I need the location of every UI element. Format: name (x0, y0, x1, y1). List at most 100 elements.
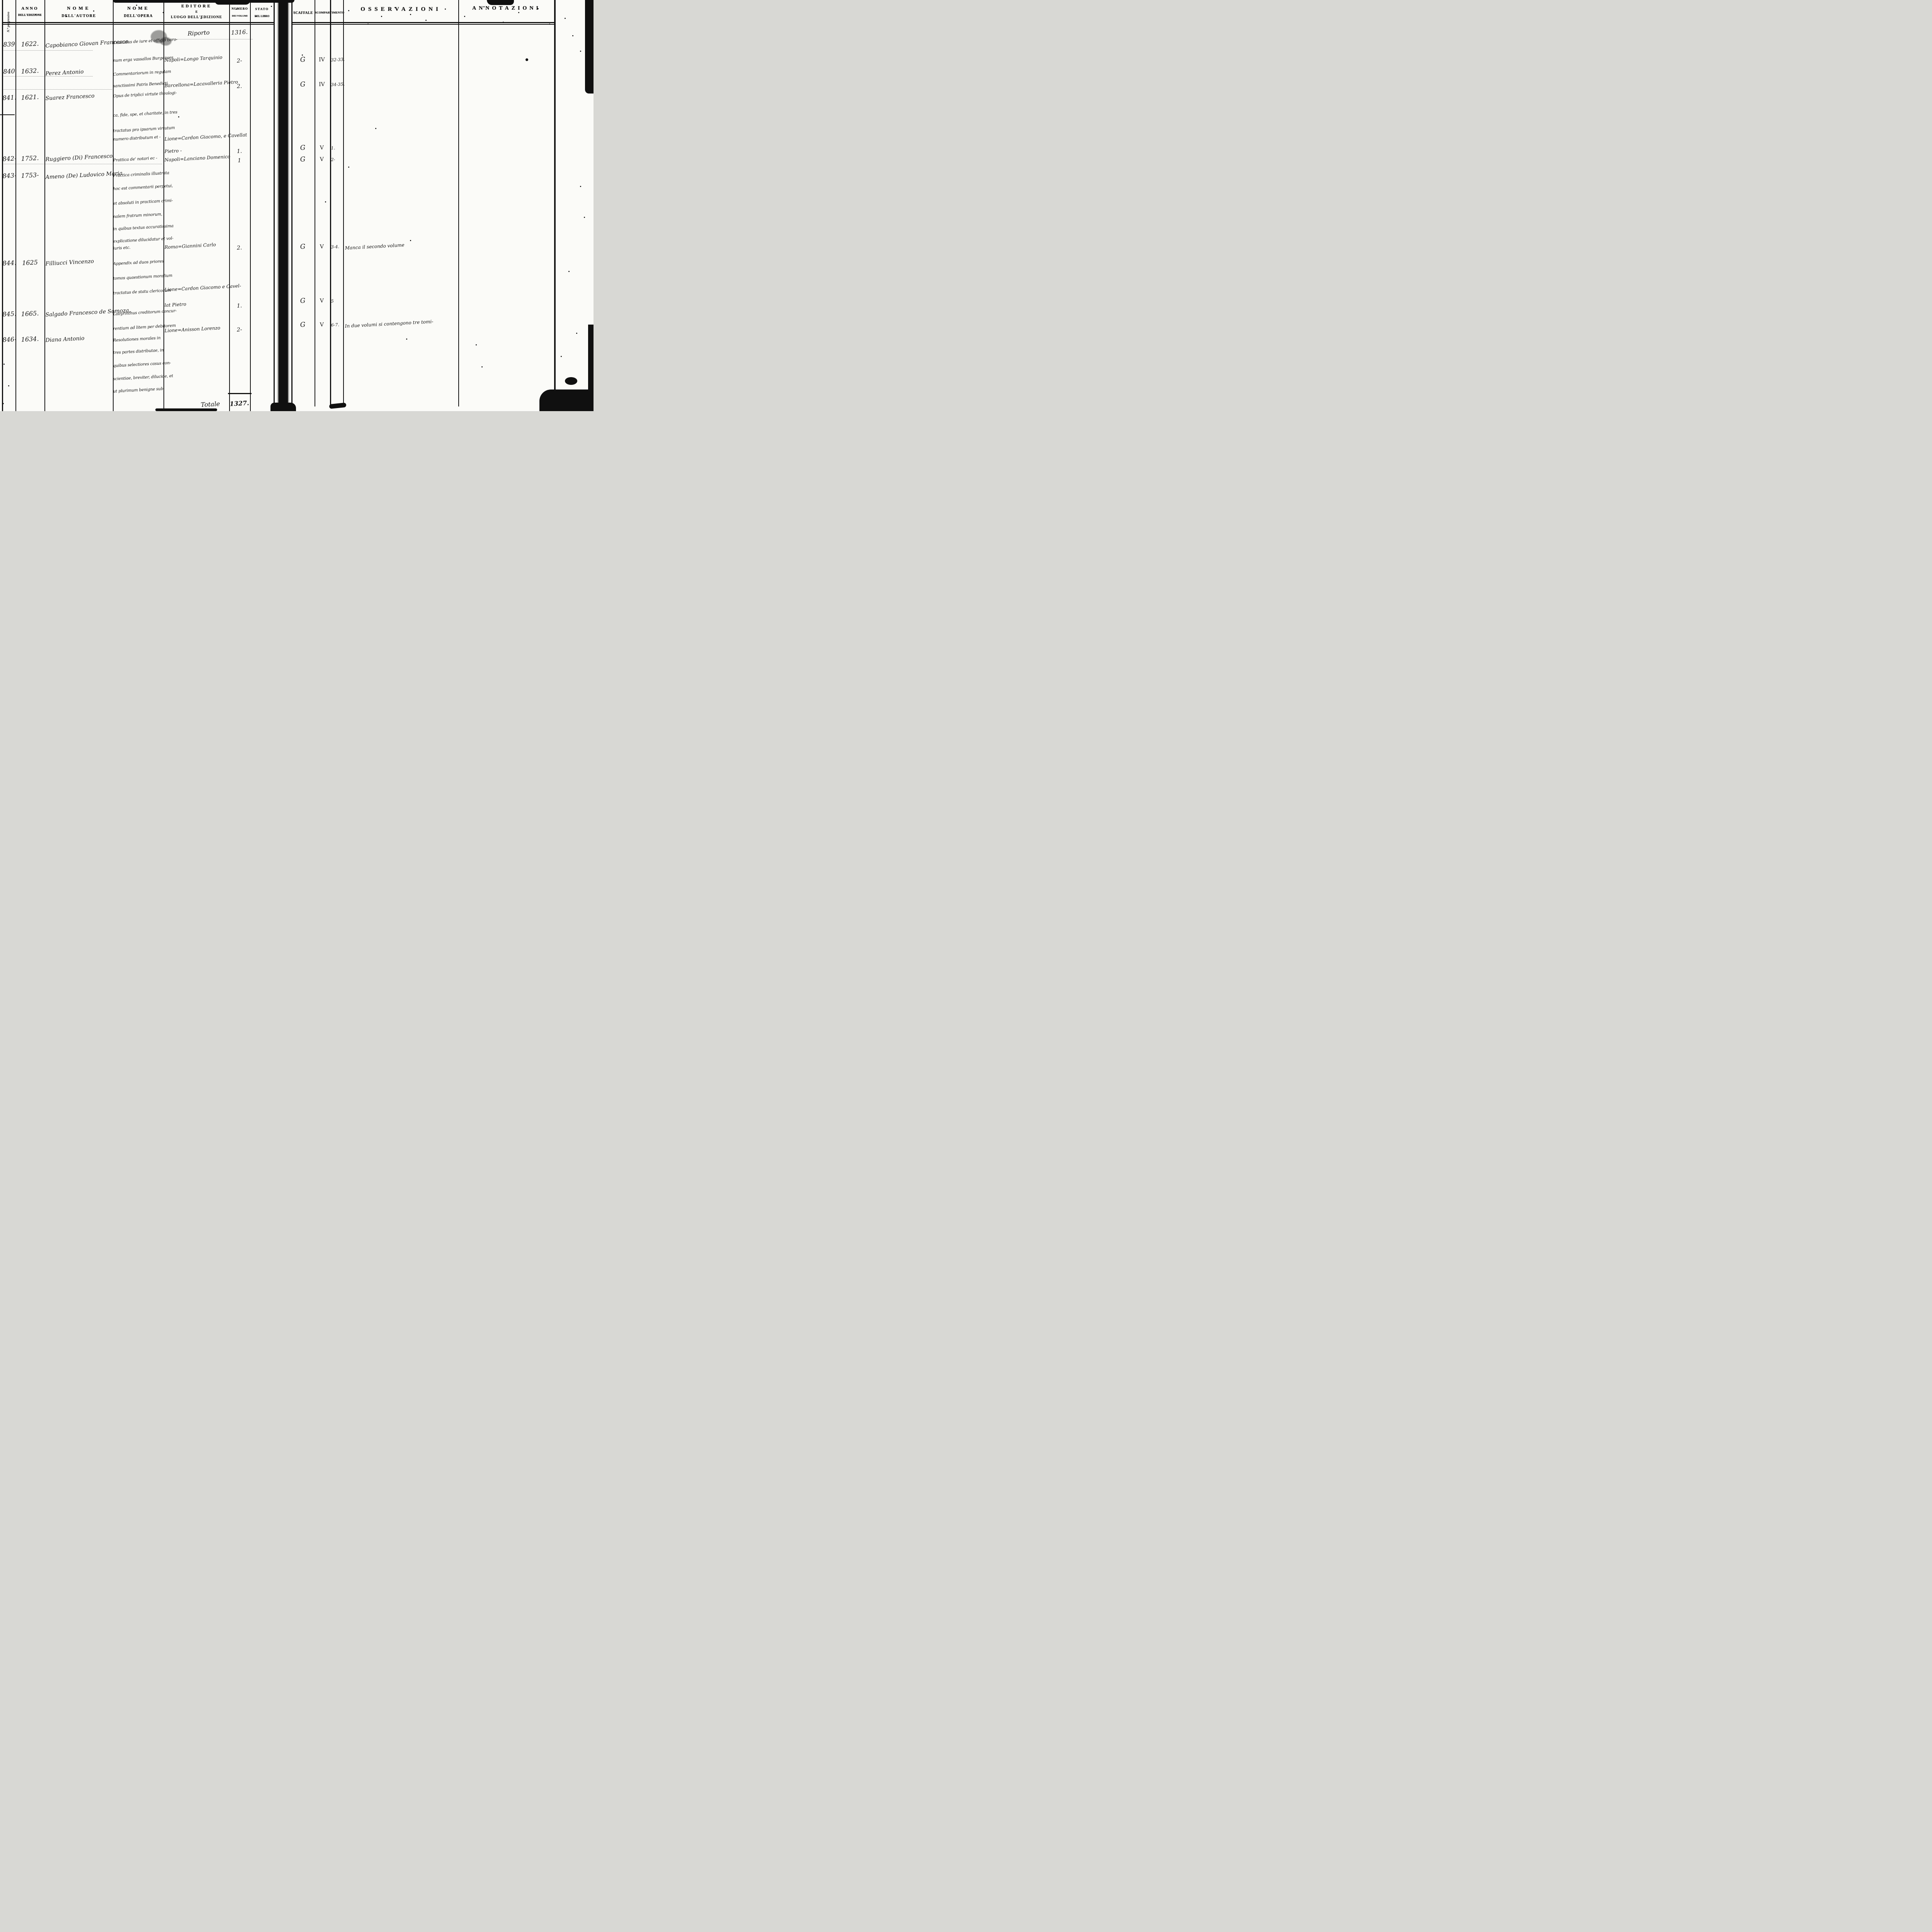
scan-artifact-top-smear (487, 0, 514, 5)
header-stato-libro-sub: DEL LIBRO (254, 15, 270, 18)
entry-844-posto: 5 (331, 298, 334, 304)
entry-839-numero-progressivo: 839 (3, 40, 15, 48)
col-rule-editore (229, 0, 230, 411)
header-nome-autore: NOME (67, 5, 91, 11)
scan-artifact-ink-dot (526, 58, 528, 61)
header-editore: EDITORE (181, 4, 212, 9)
entry-842-posto: 2- (331, 157, 335, 162)
entry-843-numero-progressivo: 843- (2, 172, 17, 180)
entry-845-numero-progressivo: 845. (2, 310, 17, 318)
row-rule (2, 50, 93, 51)
entry-841-numero-progressivo: 841. (2, 94, 17, 102)
col-rule-anno (44, 0, 45, 411)
entry-842-anno-edizione: 1752. (21, 154, 39, 163)
scan-artifact-top-smear (215, 0, 250, 5)
entry-846-opera-line-5: ut plurimum benigne sub (113, 386, 163, 394)
entry-843-scompartimento: V (320, 243, 324, 250)
totale-value: 1327. (229, 399, 250, 408)
header-rule-bottom (2, 24, 274, 25)
entry-844-scompartimento: V (320, 298, 324, 304)
entry-840-numero-progressivo: 840 (3, 67, 15, 75)
entry-842-numero-progressivo: 842- (2, 155, 17, 163)
entry-844-opera-line-2: tomos quaestionum moralium (113, 273, 173, 281)
entry-843-numero-volumi: 2. (236, 245, 242, 251)
scan-artifact-bottom-right-corner (539, 389, 594, 411)
entry-842-scaffale: G (300, 155, 306, 163)
totale-label: Totale (201, 400, 220, 408)
entry-846-anno-edizione: 1634. (21, 335, 39, 344)
entry-842-numero-volumi: 1 (237, 157, 242, 164)
header-numero-progressivo: N.° progressivo (6, 12, 10, 32)
entry-843-autore: Ameno (De) Ludovico Maria (45, 170, 123, 180)
entry-840-opera-line-1: Commentariorum in regulam (113, 69, 172, 77)
scan-artifact-top-smear (113, 0, 294, 3)
entry-844-opera-line-1: Appendix ad duos priores (113, 259, 164, 266)
entry-840-editore-line-1: Barcellona=Lacavalleria Pietro (164, 79, 238, 88)
entry-841-anno-edizione: 1621. (21, 93, 39, 102)
entry-839-scompartimento: IV (318, 56, 325, 63)
entry-843-editore-line-1: Roma=Giannini Carlo (164, 242, 216, 250)
entry-846-opera-line-4: scientiae, breviter, dilucide, et (113, 373, 173, 381)
entry-840-autore: Perez Antonio (45, 68, 84, 77)
entry-839-anno-edizione: 1622. (21, 39, 39, 48)
entry-845-osservazioni: In due volumi si contengono tre tomi- (345, 319, 434, 329)
scan-artifact-ink-smudge (151, 30, 167, 43)
scan-artifact-bottom-smear (270, 403, 296, 411)
col-rule-opera (163, 0, 164, 411)
header-luogo-edizione: LUOGO DELL'EDIZIONE (171, 15, 222, 19)
entry-841-autore: Suarez Francesco (45, 93, 95, 102)
col-rule-posto (343, 0, 344, 406)
entry-843-opera-line-4: nalem fratrum minorum, (113, 212, 163, 219)
col-rule-numero (250, 0, 251, 411)
entry-842-scompartimento: V (320, 156, 324, 163)
header-numero-volumi-sub: DEI VOLUMI (232, 15, 248, 17)
left-page-edge-rule (2, 0, 3, 411)
binding-gutter (279, 0, 288, 411)
entry-843-opera-line-5: in quibus textus accuratissima (113, 223, 174, 231)
entry-841-scompartimento: V (320, 145, 324, 151)
scan-artifact-bottom-smear (155, 408, 217, 411)
col-rule-progressivo (15, 0, 16, 411)
header-nome-opera: NOME (127, 5, 150, 11)
entry-844-numero-progressivo: 844. (2, 259, 17, 267)
entry-846-opera-line-3: quibus selectiores casus con- (113, 361, 171, 368)
entry-841-scaffale: G (300, 144, 306, 152)
riporto-value: 1316. (231, 28, 248, 36)
entry-844-opera-line-3: tractatus de statu clericorum (113, 288, 171, 296)
header-editore-e: E (195, 10, 198, 14)
entry-845-opera-line-2: rentium ad litem per debitorem (113, 323, 176, 331)
entry-843-opera-line-7: iuris etc. (113, 245, 131, 251)
margin-dash (0, 114, 15, 115)
riporto-label: Riporto (187, 29, 210, 37)
col-rule-scompartimento (330, 0, 331, 406)
entry-846-opera-line-1: Resolutiones morales in (113, 335, 161, 343)
header-nome-autore-sub: DELL'AUTORE (61, 14, 96, 18)
scanned-ledger-page: N.° progressivo ANNO DELL'EDIZIONE NOME … (0, 0, 594, 411)
entry-846-opera-line-2: tres partes distributae, in (113, 348, 164, 355)
totale-sum-rule (228, 393, 252, 394)
entry-840-opera-line-2: sanctissimi Patris Benedicti. (113, 81, 169, 88)
entry-839-opera-line-2: num erga vassallos Burgenses. (113, 55, 175, 63)
scan-artifact-speckles (0, 0, 1, 1)
header-stato-libro: STATO (255, 7, 269, 11)
header-scompartimento: SCOMPARTIMENTO (315, 11, 345, 14)
entry-841-editore-line-1: Lione=Cardon Giacomo, e Cavellat (164, 132, 247, 142)
entry-839-scaffale: G (300, 56, 306, 64)
entry-843-opera-line-3: et absoluti in practicam crimi- (113, 198, 173, 206)
entry-843-scaffale: G (300, 243, 306, 251)
entry-845-scompartimento: V (320, 321, 324, 328)
entry-841-posto: 1. (331, 145, 335, 151)
entry-841-opera-line-2: ca, fide, spe, et charitate, in tres (113, 110, 178, 118)
right-page-right-edge-rule (554, 0, 556, 406)
entry-845-autore: Salgado Francesco de Somoza. (45, 307, 131, 318)
header-rule-top-right (291, 22, 556, 23)
right-page-edge-rule (291, 0, 293, 406)
row-rule (2, 89, 112, 90)
scan-artifact-blot (565, 377, 577, 385)
entry-842-editore-line-1: Napoli=Lanciano Domenico (164, 154, 231, 163)
entry-845-scaffale: G (300, 321, 306, 329)
entry-841-opera-line-4: numero distributum et - (113, 134, 161, 142)
entry-843-opera-line-6: explicatione dilucidatur et vol- (113, 236, 174, 244)
entry-843-osservazioni: Manca il secondo volume (345, 242, 405, 251)
entry-840-anno-edizione: 1632. (21, 66, 39, 75)
